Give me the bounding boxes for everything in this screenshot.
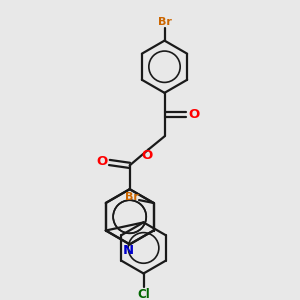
Text: Br: Br [125, 192, 139, 202]
Text: O: O [142, 149, 153, 162]
Text: O: O [97, 154, 108, 167]
Text: Cl: Cl [137, 288, 150, 300]
Text: Br: Br [158, 17, 171, 27]
Text: N: N [123, 244, 134, 256]
Text: O: O [189, 108, 200, 121]
